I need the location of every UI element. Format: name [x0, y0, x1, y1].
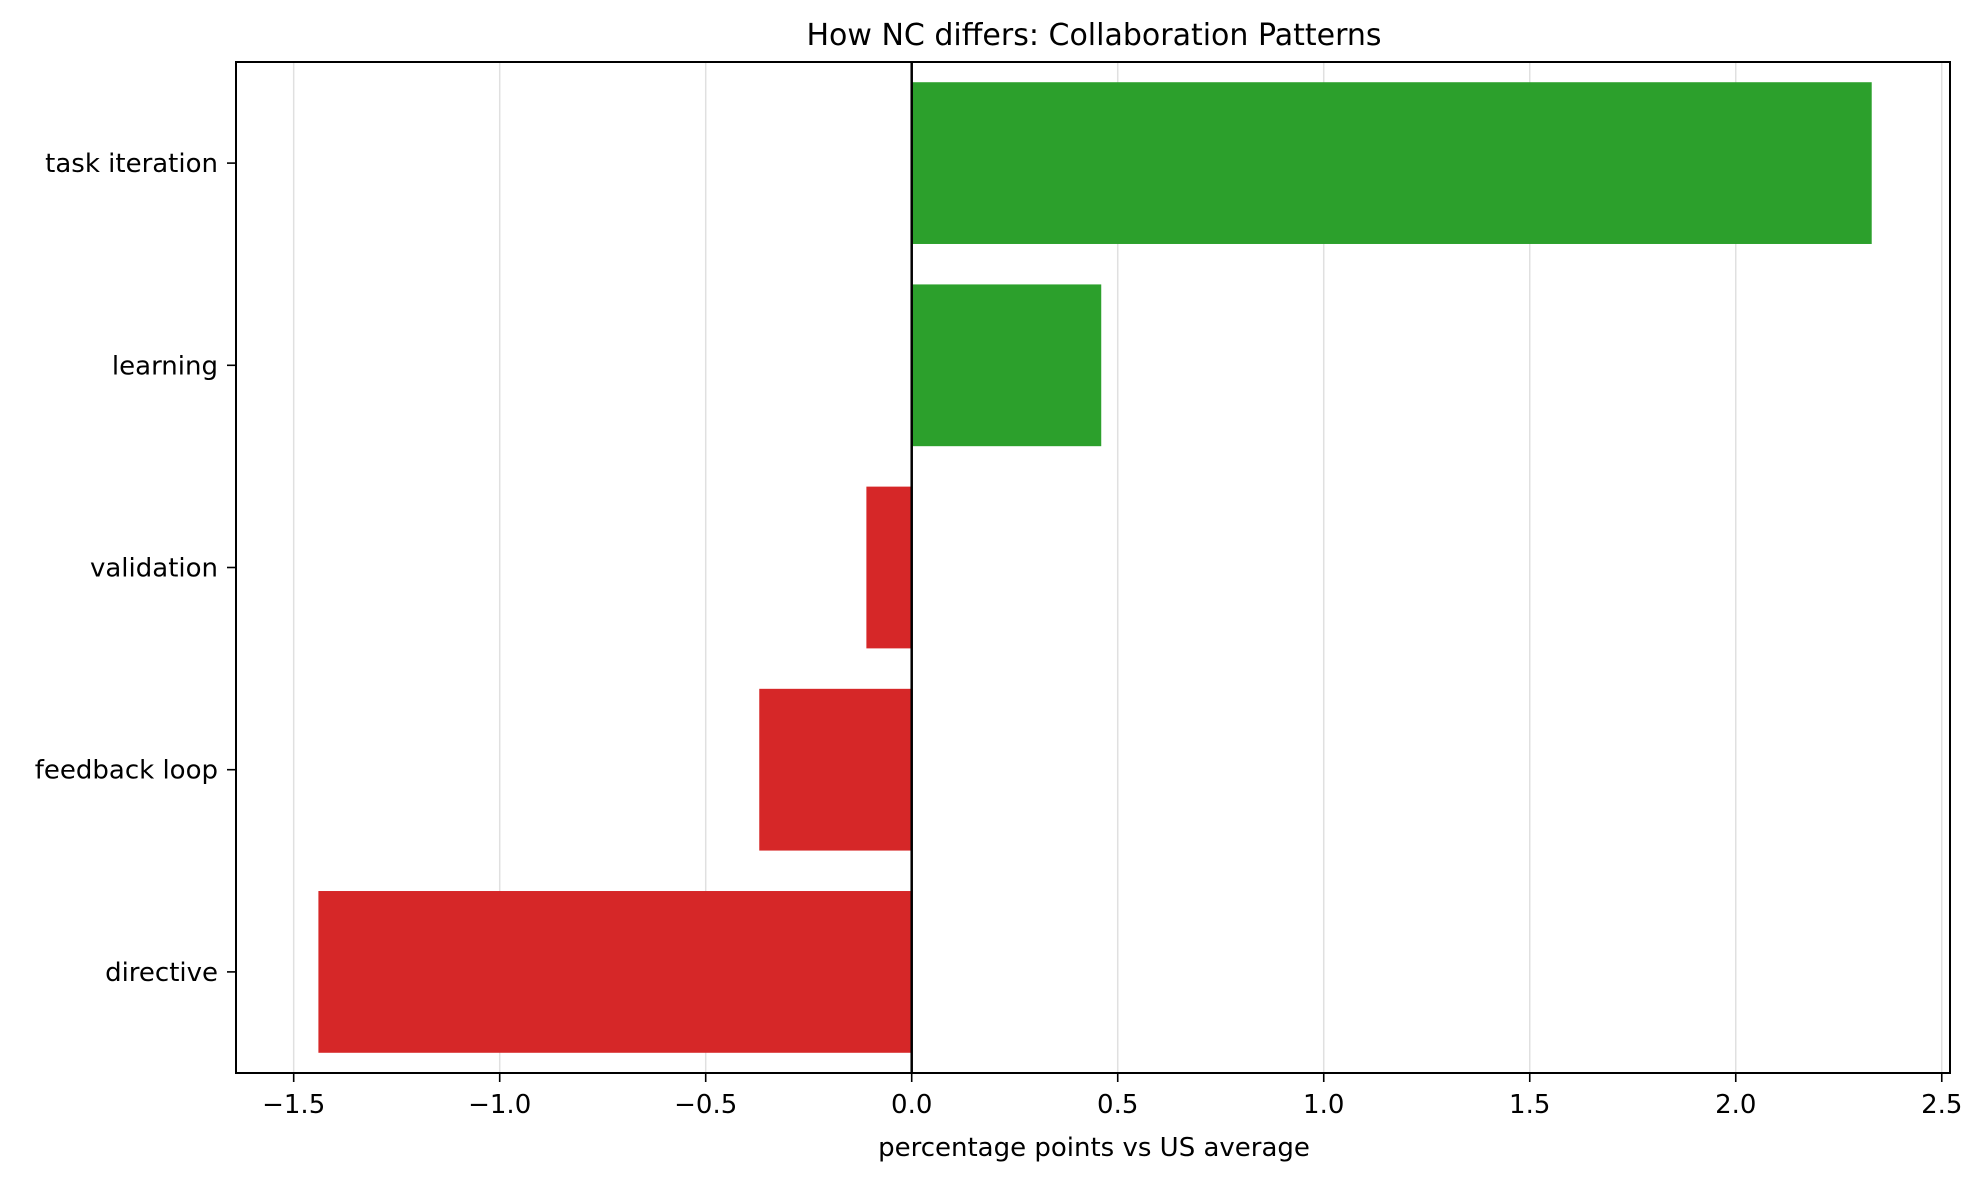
bar-layer: [318, 82, 1872, 1053]
bar-learning: [911, 284, 1102, 447]
x-tick-label: −1.0: [468, 1090, 531, 1120]
x-tick-label: 1.5: [1509, 1090, 1550, 1120]
x-tick-label: 1.0: [1303, 1090, 1344, 1120]
y-tick-label: directive: [105, 958, 218, 988]
x-tick-label: 2.5: [1921, 1090, 1962, 1120]
x-axis-label: percentage points vs US average: [878, 1133, 1310, 1163]
bar-validation: [866, 486, 912, 649]
bar-feedback-loop: [759, 688, 912, 851]
y-tick-label: feedback loop: [35, 756, 218, 786]
x-axis-ticks: −1.5 −1.0 −0.5 0.0 0.5 1.0 1.5 2.0 2.5: [262, 1073, 1962, 1120]
x-tick-label: 2.0: [1715, 1090, 1756, 1120]
y-tick-label: learning: [112, 351, 218, 381]
y-tick-label: validation: [90, 554, 218, 584]
x-tick-label: 0.0: [891, 1090, 932, 1120]
bar-directive: [318, 891, 912, 1053]
bar-task-iteration: [911, 82, 1872, 244]
chart-title: How NC differs: Collaboration Patterns: [806, 18, 1381, 53]
x-tick-label: −1.5: [262, 1090, 325, 1120]
y-tick-label: task iteration: [45, 149, 218, 179]
x-tick-label: 0.5: [1097, 1090, 1138, 1120]
x-tick-label: −0.5: [674, 1090, 737, 1120]
y-axis-ticks: task iteration learning validation feedback…: [35, 149, 236, 988]
